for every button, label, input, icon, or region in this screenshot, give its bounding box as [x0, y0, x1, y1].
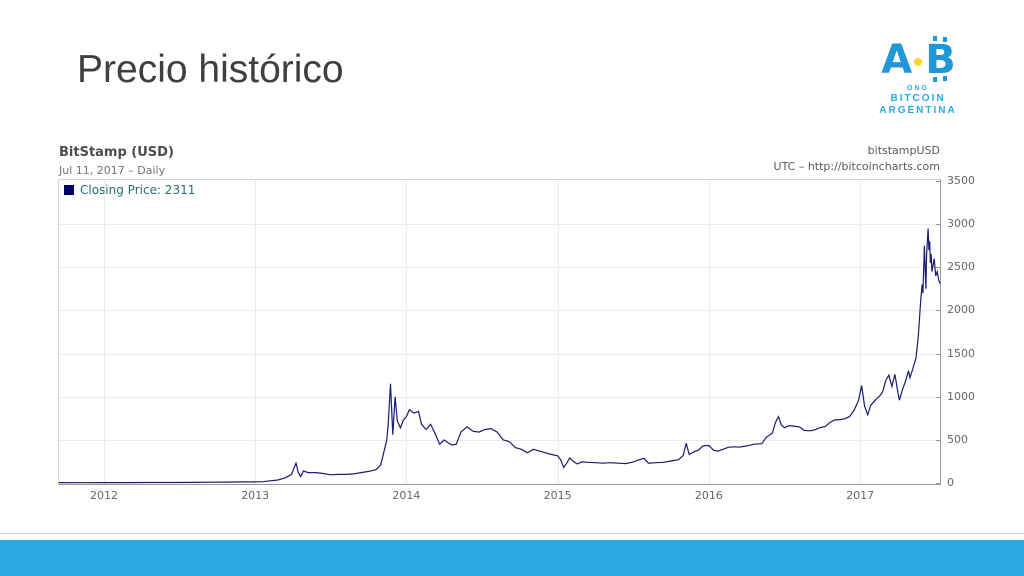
- x-tick-label: 2015: [543, 489, 572, 502]
- logo-ong-text: ONG: [907, 85, 929, 92]
- logo-mark: A B: [881, 36, 956, 83]
- chart-legend: Closing Price: 2311: [64, 183, 195, 197]
- page-title: Precio histórico: [77, 48, 344, 91]
- chart-watermark: bitstampUSD UTC – http://bitcoincharts.c…: [774, 143, 940, 175]
- bitcoin-argentina-logo: A B ONG BITCOIN ARGENTINA: [870, 36, 966, 116]
- x-tick-label: 2016: [694, 489, 723, 502]
- x-tick-label: 2012: [89, 489, 118, 502]
- logo-dot-icon: [914, 58, 923, 66]
- watermark-source-url: UTC – http://bitcoincharts.com: [773, 159, 940, 173]
- legend-label: Closing Price: 2311: [80, 183, 196, 197]
- logo-bitcoin-text: BITCOIN: [890, 93, 946, 104]
- footer-accent-bar: [0, 540, 1024, 576]
- y-tick-label: 3500: [947, 174, 975, 187]
- logo-letter-a: A: [881, 37, 912, 83]
- logo-letter-b: B: [925, 36, 956, 83]
- price-line: [58, 228, 941, 484]
- x-tick-label: 2014: [392, 489, 421, 502]
- y-tick-label: 1500: [947, 346, 975, 360]
- watermark-symbol: bitstampUSD: [867, 144, 940, 157]
- x-tick-label: 2017: [846, 489, 875, 502]
- price-chart-plot: [58, 179, 941, 486]
- footer-divider: [0, 533, 1024, 534]
- bitcoin-tick-icon: [933, 36, 938, 41]
- logo-argentina-text: ARGENTINA: [879, 105, 957, 116]
- y-tick-label: 500: [947, 432, 968, 446]
- y-tick-label: 3000: [947, 217, 975, 231]
- y-tick-label: 2500: [947, 260, 975, 274]
- y-tick-label: 1000: [947, 389, 975, 403]
- bitcoin-tick-icon: [933, 77, 938, 82]
- y-tick-label: 2000: [947, 303, 975, 317]
- chart-title: BitStamp (USD): [59, 145, 174, 160]
- y-tick-label: 0: [947, 476, 954, 489]
- chart-subtitle: Jul 11, 2017 – Daily: [59, 164, 166, 177]
- x-tick-label: 2013: [241, 489, 270, 502]
- legend-marker-icon: [64, 185, 74, 195]
